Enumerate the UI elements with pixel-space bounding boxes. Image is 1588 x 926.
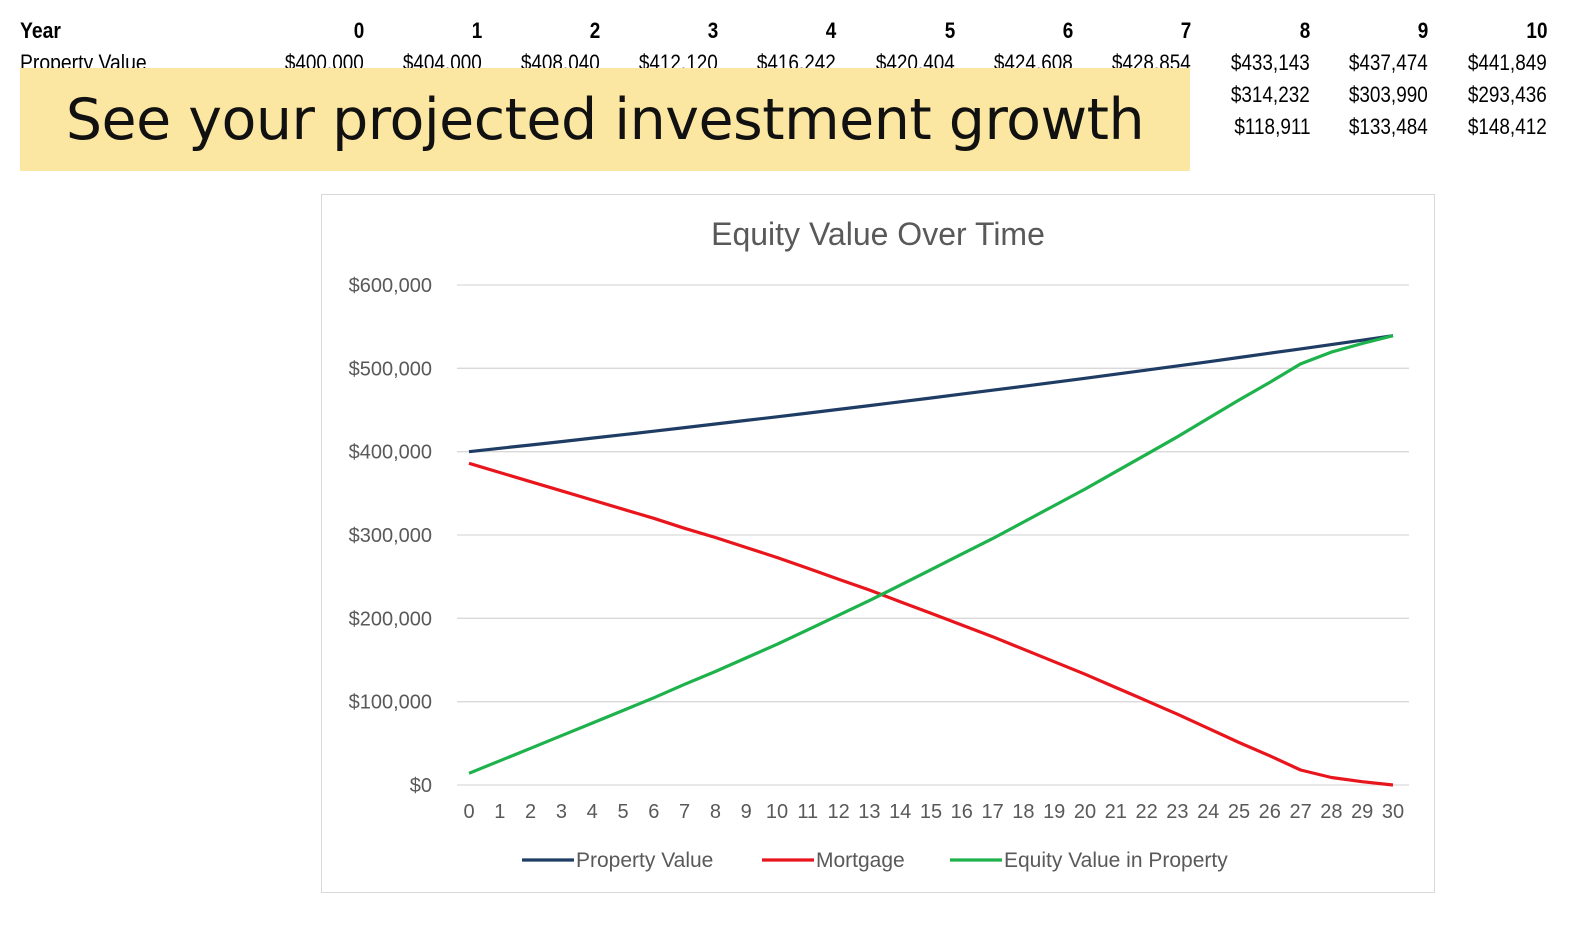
x-tick-label: 18 [1012,801,1034,823]
year-cell: 4 [825,18,836,43]
series-line-1 [468,461,1394,787]
x-tick-label: 15 [920,801,942,823]
x-tick-label: 6 [648,801,659,823]
x-tick-label: 27 [1289,801,1311,823]
year-cell: 10 [1525,18,1547,43]
y-tick-label: $600,000 [349,275,432,297]
x-tick-label: 14 [889,801,911,823]
x-tick-label: 23 [1166,801,1188,823]
x-tick-label: 1 [494,801,505,823]
legend-label: Mortgage [816,849,905,872]
y-tick-label: $300,000 [349,525,432,547]
year-cell: 6 [1062,18,1073,43]
y-tick-label: $100,000 [349,692,432,714]
banner-text: See your projected investment growth [65,86,1145,153]
x-tick-label: 5 [617,801,628,823]
x-tick-label: 8 [710,801,721,823]
x-tick-label: 4 [587,801,598,823]
year-cell: 8 [1299,18,1310,43]
x-tick-label: 19 [1043,801,1065,823]
y-tick-label: $400,000 [349,442,432,464]
chart-title: Equity Value Over Time [711,216,1045,252]
x-tick-label: 12 [827,801,849,823]
x-tick-label: 17 [981,801,1003,823]
x-tick-label: 13 [858,801,880,823]
value-cell: $441,849 [1468,50,1547,75]
x-tick-label: 16 [951,801,973,823]
series-line-2 [468,334,1394,775]
x-tick-label: 26 [1259,801,1281,823]
x-tick-label: 7 [679,801,690,823]
x-tick-label: 30 [1382,801,1404,823]
year-cell: 7 [1180,18,1191,43]
value-cell: $314,232 [1231,82,1310,107]
promo-banner: See your projected investment growth [20,68,1190,171]
y-tick-label: $500,000 [349,358,432,380]
year-cell: 2 [589,18,600,43]
year-cell: 1 [471,18,482,43]
value-cell: $437,474 [1349,50,1428,75]
year-cell: 9 [1417,18,1428,43]
year-cell: 5 [944,18,955,43]
x-tick-label: 24 [1197,801,1219,823]
x-tick-label: 20 [1074,801,1096,823]
value-cell: $293,436 [1468,82,1547,107]
x-tick-label: 0 [463,801,474,823]
x-tick-label: 11 [797,801,818,823]
value-cell: $133,484 [1349,114,1428,139]
legend-label: Equity Value in Property [1004,849,1228,872]
series-line-0 [468,334,1394,454]
table-row-mortgage: $314,232 $303,990 $293,436 [0,82,1588,114]
x-tick-label: 10 [766,801,788,823]
value-cell: $118,911 [1233,114,1310,139]
chart-container: Equity Value Over Time $0 $100,000 $200,00… [321,194,1435,893]
y-tick-label: $0 [410,775,432,797]
x-tick-label: 22 [1135,801,1157,823]
x-tick-label: 29 [1351,801,1373,823]
year-cell: 3 [707,18,718,43]
row-label-year: Year [20,18,61,43]
table-row-year: Year 0 1 2 3 4 5 6 7 8 9 10 [0,18,1588,50]
table-row-equity: $118,911 $133,484 $148,412 [0,114,1588,146]
x-tick-label: 25 [1228,801,1250,823]
x-tick-label: 21 [1105,801,1127,823]
x-tick-label: 28 [1320,801,1342,823]
x-tick-label: 3 [556,801,567,823]
x-tick-label: 9 [741,801,752,823]
y-tick-label: $200,000 [349,608,432,630]
year-cell: 0 [353,18,364,43]
equity-line-chart: Equity Value Over Time $0 $100,000 $200,00… [349,216,1409,872]
value-cell: $148,412 [1468,114,1547,139]
value-cell: $303,990 [1349,82,1428,107]
value-cell: $433,143 [1231,50,1310,75]
x-tick-label: 2 [525,801,536,823]
legend-label: Property Value [576,849,713,872]
